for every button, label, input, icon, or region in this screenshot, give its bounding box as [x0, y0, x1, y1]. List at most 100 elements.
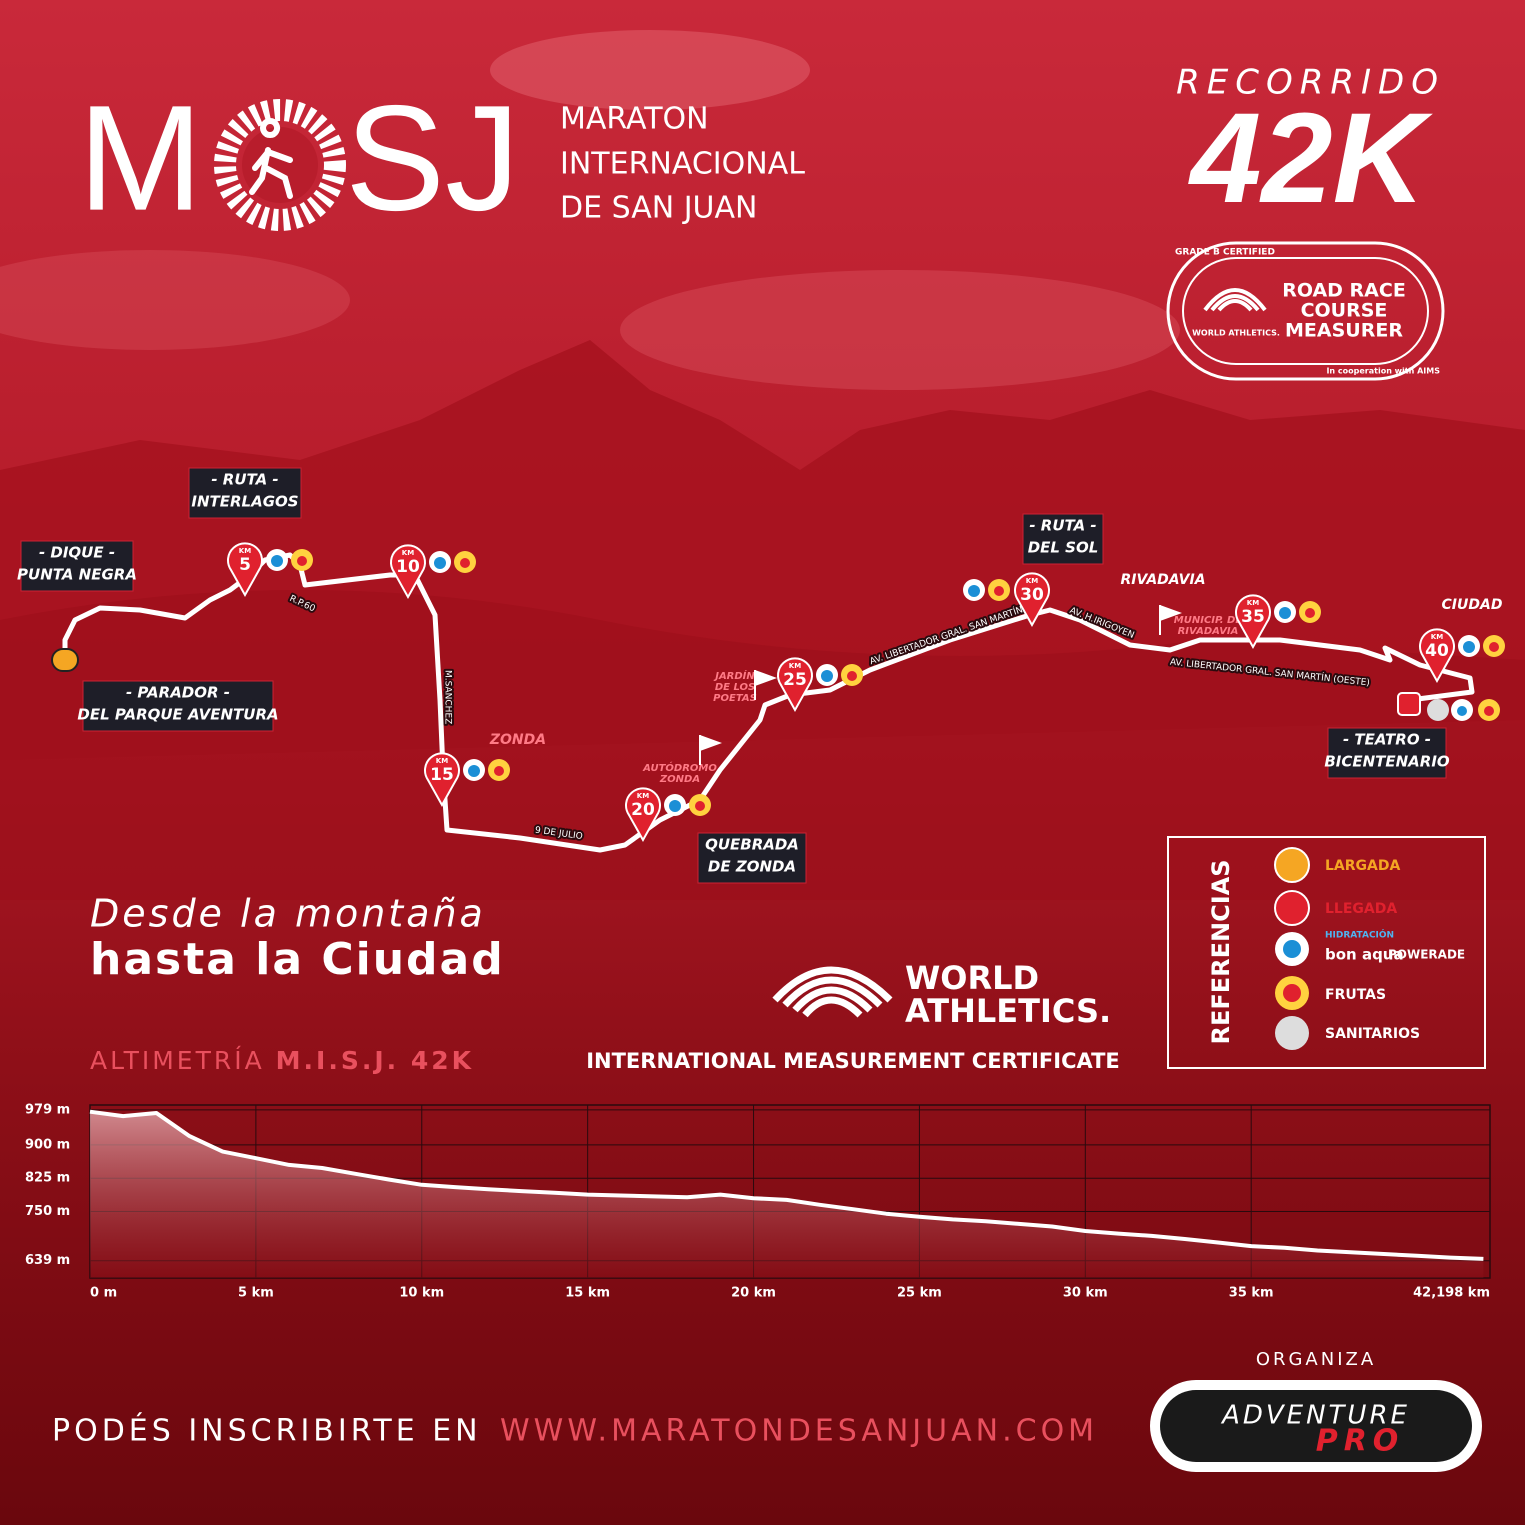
place-label: - DIQUE - [39, 544, 115, 562]
x-tick-label: 20 km [731, 1286, 776, 1301]
fruit-icon [1489, 642, 1499, 652]
water-icon [1463, 641, 1475, 653]
place-label: INTERLAGOS [191, 493, 298, 511]
km-label: KM [436, 757, 448, 765]
place-box [1022, 513, 1104, 565]
legend-icon [1275, 1016, 1309, 1050]
footer-url[interactable]: WWW.MARATONDESANJUAN.COM [500, 1414, 1098, 1449]
logo: M SJ [78, 74, 520, 242]
legend-item: LARGADA [1325, 858, 1400, 874]
place-label: - RUTA - [211, 471, 278, 489]
place-box [1327, 727, 1447, 779]
organizer-name: PRO [1316, 1424, 1405, 1459]
wa-name: WORLD [905, 959, 1039, 997]
badge: GRADE B CERTIFIED WORLD ATHLETICS. ROAD … [1166, 241, 1445, 381]
finish-icon [1397, 692, 1421, 716]
water-icon [1279, 607, 1291, 619]
badge-grade: GRADE B CERTIFIED [1175, 248, 1275, 258]
service-icon [1427, 699, 1449, 721]
flag [700, 735, 722, 751]
place-label: DE ZONDA [708, 858, 796, 876]
fruit-icon [695, 801, 705, 811]
badge-title: COURSE [1301, 300, 1388, 322]
logo-m: M [78, 74, 203, 242]
water-icon [821, 670, 833, 682]
km-number: 25 [783, 670, 807, 690]
place-label: BICENTENARIO [1324, 753, 1450, 771]
badge-title: ROAD RACE [1282, 280, 1406, 302]
flag [755, 670, 777, 686]
logo-sun [214, 99, 346, 231]
place-label: - PARADOR - [126, 684, 230, 702]
valley [0, 590, 1525, 900]
x-tick-label: 42,198 km [1413, 1286, 1490, 1301]
tagline: hasta la Ciudad [90, 934, 505, 985]
x-tick-label: 25 km [897, 1286, 942, 1301]
badge-outline [1166, 241, 1445, 381]
chart-title-highlight: M.I.S.J. 42K [276, 1046, 474, 1075]
legend-item: FRUTAS [1325, 987, 1386, 1003]
km-pin [1235, 594, 1271, 650]
street-label: M.SANCHEZ [443, 670, 453, 724]
place-note: RIVADAVIA [1120, 572, 1205, 588]
place-note: RIVADAVIA [1178, 626, 1239, 637]
legend-brand: bon aqua [1325, 946, 1404, 964]
km-pin [1419, 628, 1455, 684]
water-icon [271, 555, 283, 567]
place-note: AUTÓDROMO [642, 761, 717, 774]
cloud [490, 30, 810, 110]
place-note: DE LOS [715, 682, 755, 693]
place-note: CIUDAD [1442, 597, 1503, 613]
km-label: KM [1247, 599, 1259, 607]
km-number: 20 [631, 800, 655, 820]
organizer-logo [1160, 1390, 1472, 1462]
x-tick-label: 15 km [565, 1286, 610, 1301]
x-tick-label: 10 km [399, 1286, 444, 1301]
water-icon [669, 800, 681, 812]
place-box [697, 832, 807, 884]
legend-icon [1283, 984, 1301, 1002]
badge-inner [1182, 257, 1429, 365]
km-label: KM [402, 549, 414, 557]
y-tick-label: 979 m [25, 1102, 70, 1117]
event-name: INTERNACIONAL [560, 147, 805, 182]
badge-cooperation: In cooperation with AIMS [1326, 367, 1440, 376]
km-pin [625, 787, 661, 843]
place-note: JARDÍN [713, 669, 755, 682]
km-pin [424, 752, 460, 808]
place-label: DEL PARQUE AVENTURA [77, 706, 278, 724]
km-number: 30 [1020, 585, 1044, 605]
event-name: MARATON [560, 102, 709, 137]
place-box [20, 540, 134, 592]
tagline: Desde la montaña [90, 892, 486, 936]
place-note: POETAS [713, 693, 757, 704]
fruit-icon [494, 766, 504, 776]
organizer-name: ADVENTURE [1220, 1401, 1410, 1431]
cloud [620, 270, 1180, 390]
km-label: KM [789, 662, 801, 670]
event-name: DE SAN JUAN [560, 191, 757, 226]
km-pin [1014, 572, 1050, 628]
badge-org: WORLD ATHLETICS. [1192, 329, 1280, 338]
badge-title: MEASURER [1285, 320, 1403, 342]
chart-title: ALTIMETRÍA M.I.S.J. 42K [90, 1046, 474, 1075]
legend-icon [1283, 940, 1301, 958]
place-box [82, 680, 274, 732]
km-pin [777, 657, 813, 713]
km-number: 40 [1425, 641, 1449, 661]
km-label: KM [637, 792, 649, 800]
water-icon [968, 585, 980, 597]
legend-item: LLEGADA [1325, 901, 1397, 917]
place-label: PUNTA NEGRA [17, 566, 137, 584]
km-number: 5 [239, 555, 251, 575]
place-note: ZONDA [659, 774, 700, 785]
legend: REFERENCIAS LARGADA LLEGADA HIDRATACIÓN … [1167, 836, 1486, 1069]
place-label: QUEBRADA [705, 836, 799, 854]
water-icon [468, 765, 480, 777]
km-label: KM [1026, 577, 1038, 585]
certificate: INTERNATIONAL MEASUREMENT CERTIFICATE [586, 1049, 1120, 1073]
legend-box [1167, 836, 1486, 1069]
legend-title: REFERENCIAS [1207, 859, 1235, 1044]
footer-prompt: PODÉS INSCRIBIRTE EN [52, 1413, 482, 1449]
cloud [0, 250, 350, 350]
